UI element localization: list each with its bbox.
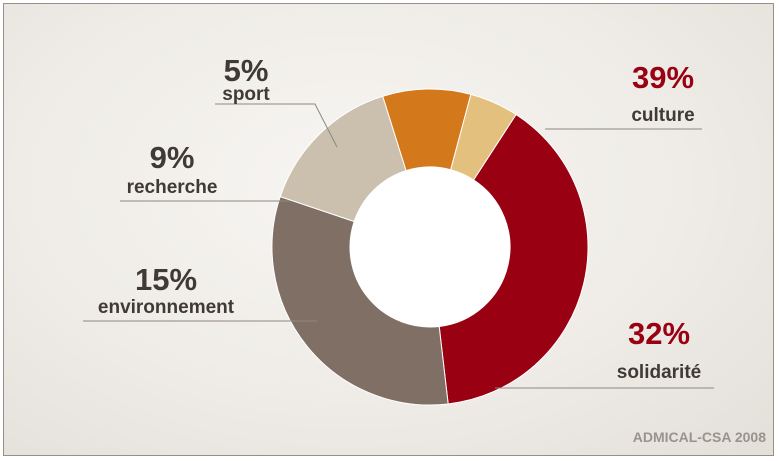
- donut-slices: [271, 88, 589, 406]
- value-label-sport: 5%: [224, 53, 269, 88]
- value-label-culture: 39%: [632, 60, 694, 95]
- value-label-environnement: 15%: [135, 262, 197, 297]
- category-label-solidarite: solidarité: [617, 362, 701, 383]
- value-label-recherche: 9%: [150, 140, 195, 175]
- category-label-environnement: environnement: [98, 297, 235, 318]
- category-label-recherche: recherche: [127, 177, 218, 198]
- leader-line-sport: [215, 103, 338, 148]
- source-credit: ADMICAL-CSA 2008: [633, 429, 766, 445]
- value-label-solidarite: 32%: [628, 316, 690, 351]
- slice-labels: 39% culture 32% solidarité 15%environnement 9…: [98, 53, 701, 383]
- category-label-culture: culture: [631, 105, 694, 126]
- category-label-sport: sport: [222, 84, 270, 105]
- leader-lines: [83, 103, 714, 389]
- donut-hole: [350, 167, 510, 327]
